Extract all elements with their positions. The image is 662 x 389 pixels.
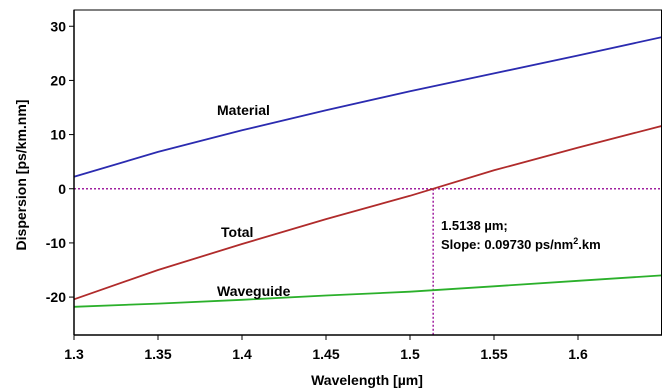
series-label-total: Total	[221, 224, 253, 240]
y-tick-label: -20	[46, 289, 66, 305]
series-label-material: Material	[217, 102, 270, 118]
series-line-waveguide	[73, 274, 662, 308]
x-tick-label: 1.35	[144, 346, 171, 362]
x-axis-title: Wavelength [µm]	[311, 372, 423, 388]
y-tick-label: 10	[50, 127, 66, 143]
x-tick-label: 1.5	[400, 346, 420, 362]
x-tick-label: 1.6	[568, 346, 588, 362]
series-label-waveguide: Waveguide	[217, 283, 291, 299]
x-tick-label: 1.55	[480, 346, 507, 362]
plot-frame	[73, 9, 662, 336]
series-line-material	[73, 36, 662, 178]
y-tick-label: 20	[50, 72, 66, 88]
y-tick-label: 30	[50, 18, 66, 34]
x-ticks: 1.3 1.35 1.4 1.45 1.5 1.55 1.6	[64, 335, 588, 362]
y-tick-label: -10	[46, 235, 66, 251]
y-ticks: -20 -10 0 10 20 30	[46, 18, 74, 305]
series-layer	[73, 36, 662, 308]
annotation-slope: Slope: 0.09730 ps/nm2.km	[441, 236, 601, 252]
y-axis-title: Dispersion [ps/km.nm]	[13, 100, 29, 251]
annotation-wavelength: 1.5138 µm;	[441, 218, 508, 233]
y-tick-label: 0	[58, 181, 66, 197]
x-tick-label: 1.45	[312, 346, 339, 362]
x-tick-label: 1.3	[64, 346, 84, 362]
x-tick-label: 1.4	[232, 346, 252, 362]
series-line-total	[73, 125, 662, 301]
